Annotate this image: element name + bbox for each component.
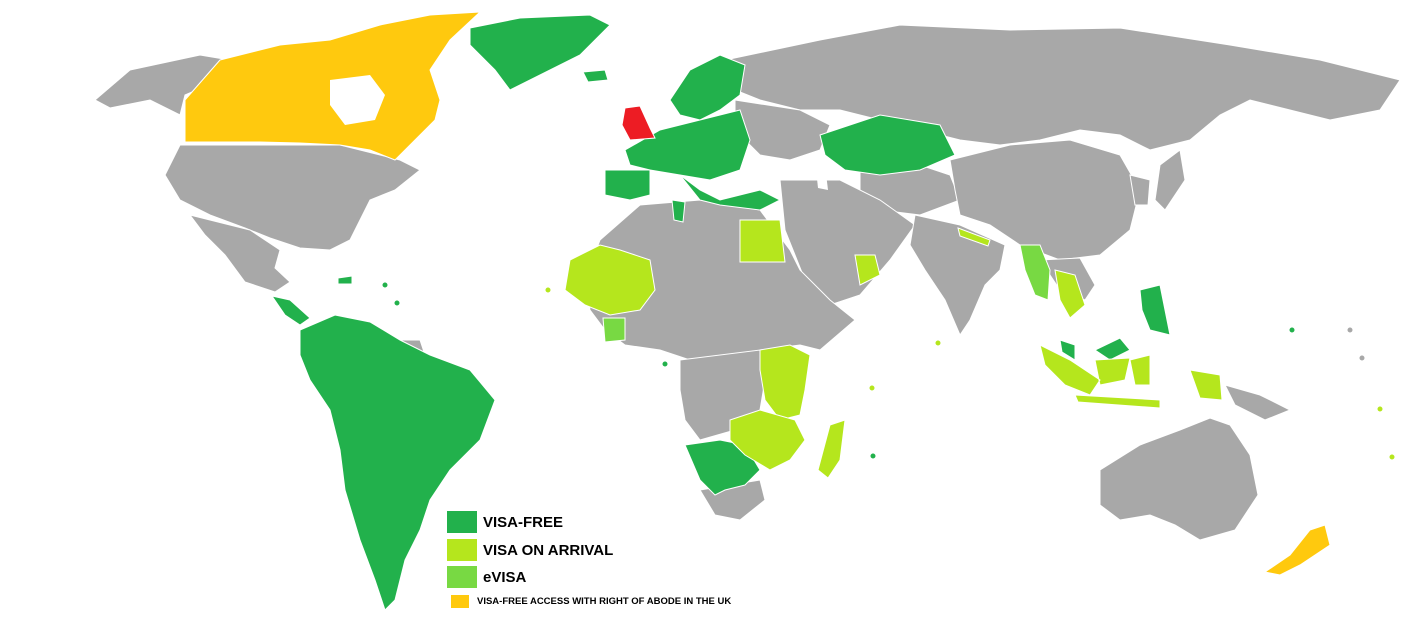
pacific-island	[1388, 453, 1396, 461]
new-zealand-region	[1263, 524, 1331, 576]
indonesia-region	[1039, 344, 1223, 409]
united-kingdom	[621, 105, 656, 141]
tunisia-region	[671, 199, 686, 223]
oman-region	[854, 254, 881, 286]
atlantic-island	[381, 281, 389, 289]
australia-landmass	[1099, 417, 1259, 541]
legend-label: eVISA	[483, 568, 527, 586]
caribbean-region	[337, 275, 353, 285]
east-africa-region	[759, 344, 811, 421]
china-landmass	[949, 139, 1141, 261]
india-landmass	[909, 214, 1006, 337]
central-america-region	[270, 295, 311, 326]
indian-ocean-island	[869, 452, 877, 460]
black-sea	[765, 165, 800, 180]
inland-water	[330, 75, 828, 190]
map-legend: VISA-FREE VISA ON ARRIVAL eVISA VISA-FRE…	[447, 511, 827, 611]
italy-balkans-region	[679, 174, 782, 211]
pacific-island	[1288, 326, 1296, 334]
legend-label: VISA-FREE	[483, 513, 564, 531]
legend-label: VISA ON ARRIVAL	[483, 541, 614, 559]
pacific-island	[1376, 405, 1384, 413]
papua-landmass	[1224, 384, 1292, 421]
philippines-region	[1139, 284, 1171, 336]
south-america-region	[299, 314, 496, 611]
southern-africa-region	[729, 409, 806, 471]
egypt-region	[739, 219, 786, 263]
evisa-regions	[602, 244, 1051, 343]
madagascar-region	[817, 419, 846, 479]
laos-cambodia-region	[1054, 269, 1086, 319]
myanmar-region	[1019, 244, 1051, 301]
legend-item-right-of-abode: VISA-FREE ACCESS WITH RIGHT OF ABODE IN …	[447, 595, 731, 608]
visa-free-regions	[270, 14, 1296, 611]
legend-swatch	[451, 595, 469, 608]
kazakhstan-region	[819, 114, 956, 176]
korea-japan-landmass	[1129, 149, 1186, 211]
cote-divoire-region	[602, 317, 626, 343]
greenland-region	[469, 14, 611, 91]
nepal-region	[957, 227, 991, 247]
legend-item-evisa: eVISA	[447, 566, 526, 588]
seychelles-island	[868, 384, 876, 392]
small-island	[1346, 326, 1354, 334]
maldives-island	[934, 339, 942, 347]
cape-verde-island	[544, 286, 552, 294]
visa-on-arrival-regions	[544, 219, 1396, 479]
home-country-region	[621, 105, 656, 141]
hudson-bay	[330, 75, 385, 125]
west-africa-region	[564, 244, 656, 316]
iberia-region	[604, 169, 651, 201]
western-europe-region	[624, 109, 751, 181]
namibia-botswana-region	[684, 439, 761, 496]
mexico-landmass	[188, 214, 291, 293]
legend-swatch	[447, 511, 477, 533]
malaysia-region	[1059, 337, 1131, 361]
iceland-region	[582, 69, 609, 83]
legend-item-visa-free: VISA-FREE	[447, 511, 563, 533]
atlantic-island	[661, 360, 669, 368]
legend-item-visa-on-arrival: VISA ON ARRIVAL	[447, 539, 613, 561]
atlantic-island	[393, 299, 401, 307]
small-island	[1358, 354, 1366, 362]
caspian-sea	[815, 160, 828, 190]
legend-swatch	[447, 539, 477, 561]
legend-label: VISA-FREE ACCESS WITH RIGHT OF ABODE IN …	[477, 596, 732, 607]
legend-swatch	[447, 566, 477, 588]
usa-landmass	[164, 144, 421, 251]
scandinavia-region	[669, 54, 746, 121]
